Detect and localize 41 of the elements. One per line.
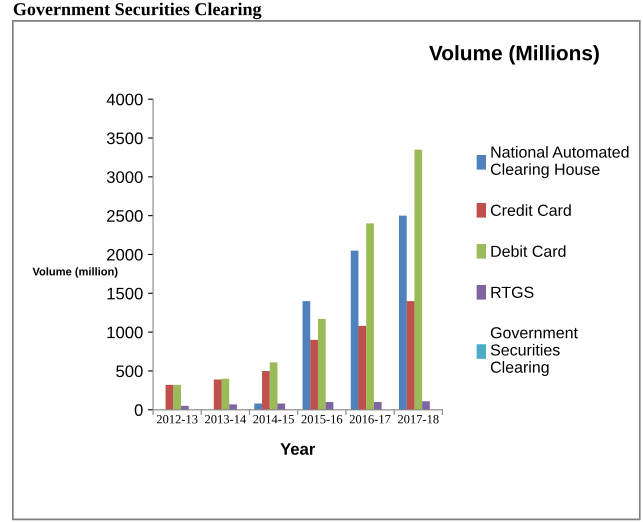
text: Volume (Millions) bbox=[429, 45, 599, 65]
x-tick-label: 2016-17 bbox=[350, 414, 391, 424]
x-tick-label: 2017-18 bbox=[398, 414, 439, 424]
x-tick-label: 2012-13 bbox=[156, 414, 198, 424]
bar bbox=[406, 301, 414, 410]
bar bbox=[398, 216, 407, 410]
bar bbox=[414, 150, 422, 410]
x-tick-label: 2013-14 bbox=[205, 414, 246, 424]
legend-label: Credit Card bbox=[490, 204, 571, 216]
y-tick-label: 3000 bbox=[106, 171, 143, 184]
bar bbox=[270, 362, 278, 410]
bar bbox=[302, 301, 310, 410]
y-tick-label: 2000 bbox=[107, 248, 143, 261]
bar bbox=[358, 326, 366, 410]
x-tick-label: 2015-16 bbox=[302, 414, 342, 424]
bar bbox=[326, 402, 334, 410]
legend-label: RTGS bbox=[491, 286, 534, 298]
bar bbox=[262, 370, 270, 410]
bar bbox=[166, 384, 174, 410]
y-tick-label: 0 bbox=[134, 404, 143, 416]
legend-label: Government Securities Clearing bbox=[490, 327, 578, 376]
x-tick-label: 2014-15 bbox=[253, 414, 294, 424]
legend-label: Debit Card bbox=[491, 245, 566, 257]
text: Government Securities Clearing bbox=[14, 2, 262, 20]
y-tick-label: 3500 bbox=[106, 132, 143, 144]
bar bbox=[214, 379, 222, 410]
bar bbox=[350, 250, 358, 410]
bar bbox=[422, 401, 430, 410]
bar bbox=[318, 318, 326, 410]
bar bbox=[173, 384, 182, 410]
y-tick-label: 1500 bbox=[108, 288, 143, 300]
x-axis-title: Year bbox=[280, 443, 316, 455]
bar bbox=[310, 340, 318, 410]
bar bbox=[222, 378, 230, 410]
y-tick-label: 4000 bbox=[106, 94, 143, 106]
y-axis-title: Volume (million) bbox=[32, 267, 118, 278]
y-tick-label: 1000 bbox=[108, 326, 143, 338]
y-tick-label: 500 bbox=[116, 365, 143, 378]
legend-label: National Automated Clearing House bbox=[490, 146, 628, 178]
bar bbox=[366, 223, 374, 410]
y-tick-label: 2500 bbox=[107, 210, 143, 222]
